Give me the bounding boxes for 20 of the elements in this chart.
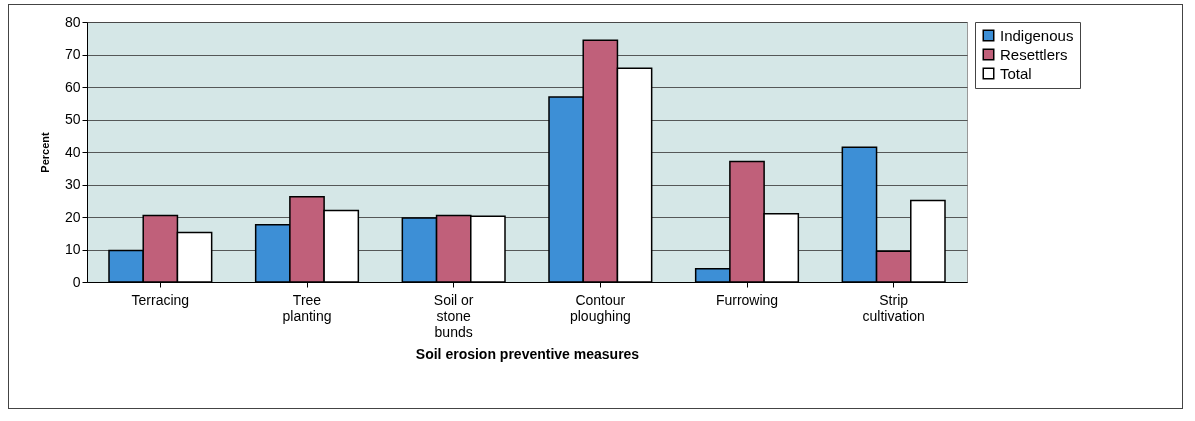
y-tick-label: 70	[64, 46, 81, 62]
y-tick-label: 0	[72, 273, 81, 290]
x-tick-label: Terracing	[131, 291, 190, 308]
x-tick-label: Contour ploughing	[569, 291, 631, 324]
y-tick-label: 80	[64, 13, 81, 30]
x-tick-label: Soil or stone bunds	[433, 291, 474, 340]
legend-label: Indigenous	[1000, 26, 1074, 44]
y-tick-label: 40	[64, 143, 81, 160]
x-tick-label: Strip cultivation	[862, 291, 925, 324]
x-tick-label: Tree planting	[282, 291, 332, 324]
y-axis-title: Percent	[38, 131, 51, 173]
legend-label: Resettlers	[1000, 45, 1068, 63]
legend-label: Total	[1000, 64, 1032, 82]
y-tick-label: 60	[64, 78, 81, 95]
y-tick-label: 30	[64, 176, 81, 192]
x-tick-label: Furrowing	[715, 291, 779, 308]
y-tick-label: 50	[64, 111, 81, 127]
y-tick-label: 10	[64, 241, 81, 257]
x-axis-title: Soil erosion preventive measures	[415, 345, 640, 362]
y-tick-label: 20	[64, 208, 81, 225]
